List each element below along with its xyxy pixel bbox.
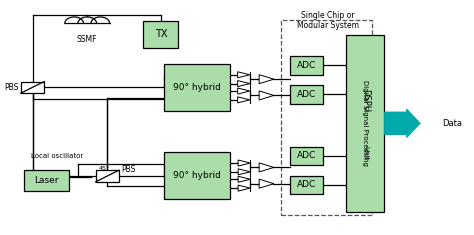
Bar <box>291 176 323 194</box>
Text: PBS: PBS <box>4 83 18 92</box>
Polygon shape <box>237 97 250 103</box>
Bar <box>291 85 323 104</box>
Text: TX: TX <box>155 29 167 39</box>
Polygon shape <box>259 75 274 84</box>
Polygon shape <box>259 91 274 100</box>
Text: Single Chip or
Modular System: Single Chip or Modular System <box>297 11 359 30</box>
Bar <box>96 170 119 182</box>
Text: Data: Data <box>442 119 462 128</box>
Bar <box>346 35 384 212</box>
Text: ADC: ADC <box>297 61 317 70</box>
Bar <box>21 82 44 93</box>
Polygon shape <box>259 179 274 188</box>
Text: Digital Signal Processing: Digital Signal Processing <box>362 80 368 166</box>
Text: Unit: Unit <box>362 146 368 161</box>
Text: Laser: Laser <box>34 176 59 185</box>
Bar <box>291 147 323 165</box>
Text: 90° hybrid: 90° hybrid <box>173 83 221 92</box>
Text: ADC: ADC <box>297 151 317 160</box>
Text: 45°: 45° <box>99 166 110 171</box>
Polygon shape <box>238 185 250 191</box>
Polygon shape <box>238 160 250 166</box>
Polygon shape <box>237 88 250 94</box>
Text: Local oscillator: Local oscillator <box>31 153 83 159</box>
Text: ADC: ADC <box>297 90 317 99</box>
Polygon shape <box>238 176 250 182</box>
Polygon shape <box>259 163 274 172</box>
Text: ADC: ADC <box>297 180 317 189</box>
Text: DSPU: DSPU <box>361 89 370 112</box>
Polygon shape <box>238 169 250 175</box>
Bar <box>164 64 230 110</box>
Bar <box>143 21 178 48</box>
Text: PBS: PBS <box>121 164 136 174</box>
Polygon shape <box>237 81 250 87</box>
Text: 90° hybrid: 90° hybrid <box>173 171 221 180</box>
Text: SSMF: SSMF <box>77 35 98 44</box>
Bar <box>291 56 323 74</box>
Bar <box>24 170 69 191</box>
Bar <box>164 152 230 199</box>
Polygon shape <box>237 72 250 78</box>
Bar <box>281 20 372 215</box>
FancyArrow shape <box>385 109 420 137</box>
